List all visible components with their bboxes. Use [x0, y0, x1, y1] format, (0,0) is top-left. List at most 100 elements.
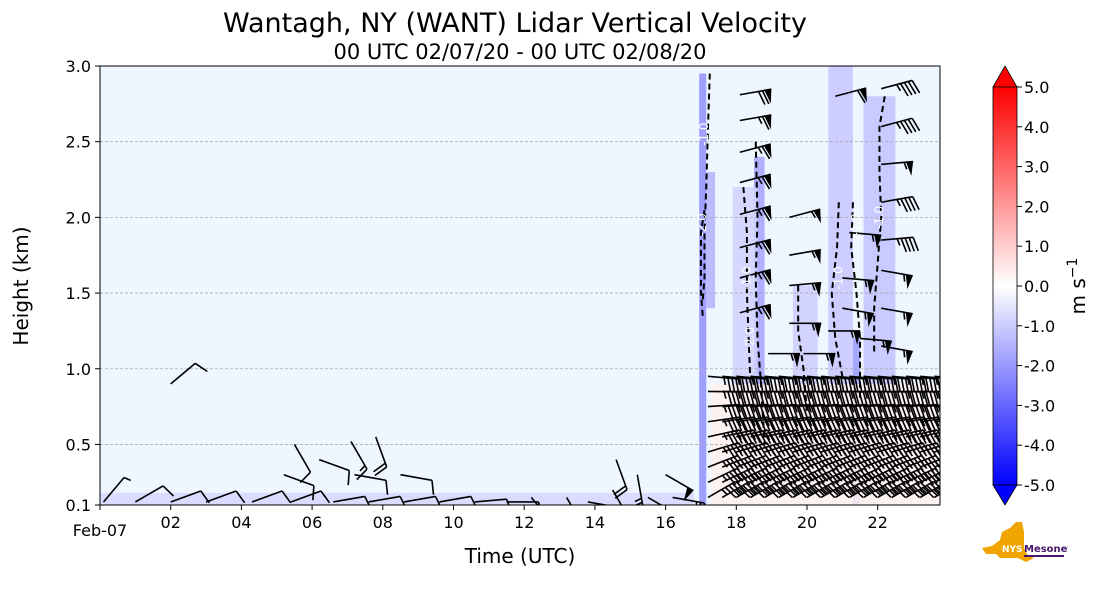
barb-full — [782, 473, 793, 486]
barb-full — [731, 391, 737, 406]
barb-half — [950, 447, 954, 453]
barb-staff — [205, 490, 237, 503]
barb-full — [882, 445, 892, 459]
barb-full — [944, 432, 951, 445]
barb-full — [957, 458, 966, 470]
wind-barb — [789, 208, 821, 224]
barb-full — [952, 474, 962, 485]
barb-full — [911, 405, 918, 420]
wind-barb — [722, 375, 758, 394]
barb-half — [864, 279, 868, 288]
contour-label: -2.0 — [695, 213, 709, 236]
wind-barb — [849, 231, 882, 249]
barb-full — [773, 378, 778, 393]
x-tick-label: 22 — [868, 513, 888, 532]
x-tick-label: 08 — [373, 513, 393, 532]
barb-staff — [933, 493, 940, 499]
barb-full — [805, 391, 812, 407]
barb-staff — [835, 87, 867, 98]
barb-full — [777, 391, 784, 407]
barb-half — [903, 312, 906, 320]
barb-flag — [763, 174, 772, 189]
barb-full — [797, 445, 807, 459]
barb-half — [850, 377, 854, 386]
barb-full — [347, 470, 351, 486]
barb-full — [946, 457, 955, 469]
barb-half — [836, 391, 840, 399]
contour-line — [830, 202, 844, 377]
barb-full — [890, 391, 897, 407]
barb-half — [892, 419, 898, 427]
barb-full — [919, 391, 925, 407]
wind-barb — [881, 79, 921, 97]
barb-full — [872, 378, 877, 393]
barb-full — [616, 514, 626, 524]
barb-half — [751, 391, 755, 399]
wind-barb — [789, 322, 822, 338]
y-tick-label: 2.5 — [66, 133, 91, 152]
barb-full — [830, 391, 836, 406]
barb-full — [958, 405, 963, 419]
barb-half — [834, 488, 841, 496]
y-axis-label: Height (km) — [9, 226, 33, 345]
barb-flag — [814, 323, 822, 338]
wind-barb — [835, 87, 867, 104]
barb-full — [320, 490, 331, 504]
barb-full — [941, 485, 951, 495]
barb-flag — [763, 144, 772, 159]
wind-barb — [920, 418, 950, 431]
barb-full — [801, 378, 807, 393]
wind-barb — [905, 375, 940, 394]
x-tick-label: 18 — [726, 513, 746, 532]
barb-full — [769, 377, 774, 393]
barb-full — [810, 459, 821, 472]
barb-staff — [368, 495, 401, 503]
barb-full — [763, 378, 768, 394]
barb-full — [854, 405, 861, 420]
barb-full — [896, 377, 902, 393]
barb-full — [745, 404, 752, 420]
barb-half — [862, 488, 870, 496]
barb-full — [825, 459, 836, 472]
barb-staff — [739, 173, 771, 184]
barb-half — [737, 377, 741, 386]
barb-full — [741, 405, 748, 420]
barb-full — [858, 404, 865, 420]
barb-full — [544, 522, 552, 534]
barb-half — [757, 209, 763, 217]
barb-flag — [905, 274, 913, 290]
barb-full — [769, 391, 776, 406]
barb-full — [755, 377, 760, 393]
barb-full — [915, 391, 921, 406]
barb-staff — [806, 416, 839, 423]
wind-barb — [290, 490, 331, 504]
barb-full — [954, 405, 959, 419]
wind-barb — [803, 352, 836, 368]
wind-barb — [739, 205, 772, 222]
barb-full — [914, 378, 920, 393]
barb-full — [966, 417, 972, 430]
barb-half — [864, 391, 869, 399]
barb-full — [755, 405, 762, 420]
barb-full — [908, 197, 916, 211]
barb-full — [944, 418, 950, 431]
barb-staff — [792, 454, 823, 468]
barb-full — [858, 391, 864, 406]
x-tick-label: 16 — [655, 513, 675, 532]
barb-full — [862, 391, 868, 407]
barb-full — [955, 485, 965, 495]
barb-full — [948, 379, 951, 393]
barb-full — [743, 457, 754, 471]
wind-barb — [506, 501, 541, 505]
barb-full — [958, 418, 964, 431]
barb-full — [872, 391, 879, 406]
barb-half — [864, 312, 867, 320]
barb-full — [952, 379, 955, 393]
barb-half — [576, 522, 581, 527]
wind-barb — [764, 375, 801, 394]
barb-full — [854, 377, 859, 393]
barb-full — [903, 119, 913, 134]
barb-full — [816, 391, 822, 406]
barb-flag — [763, 269, 772, 284]
barb-staff — [102, 476, 125, 503]
